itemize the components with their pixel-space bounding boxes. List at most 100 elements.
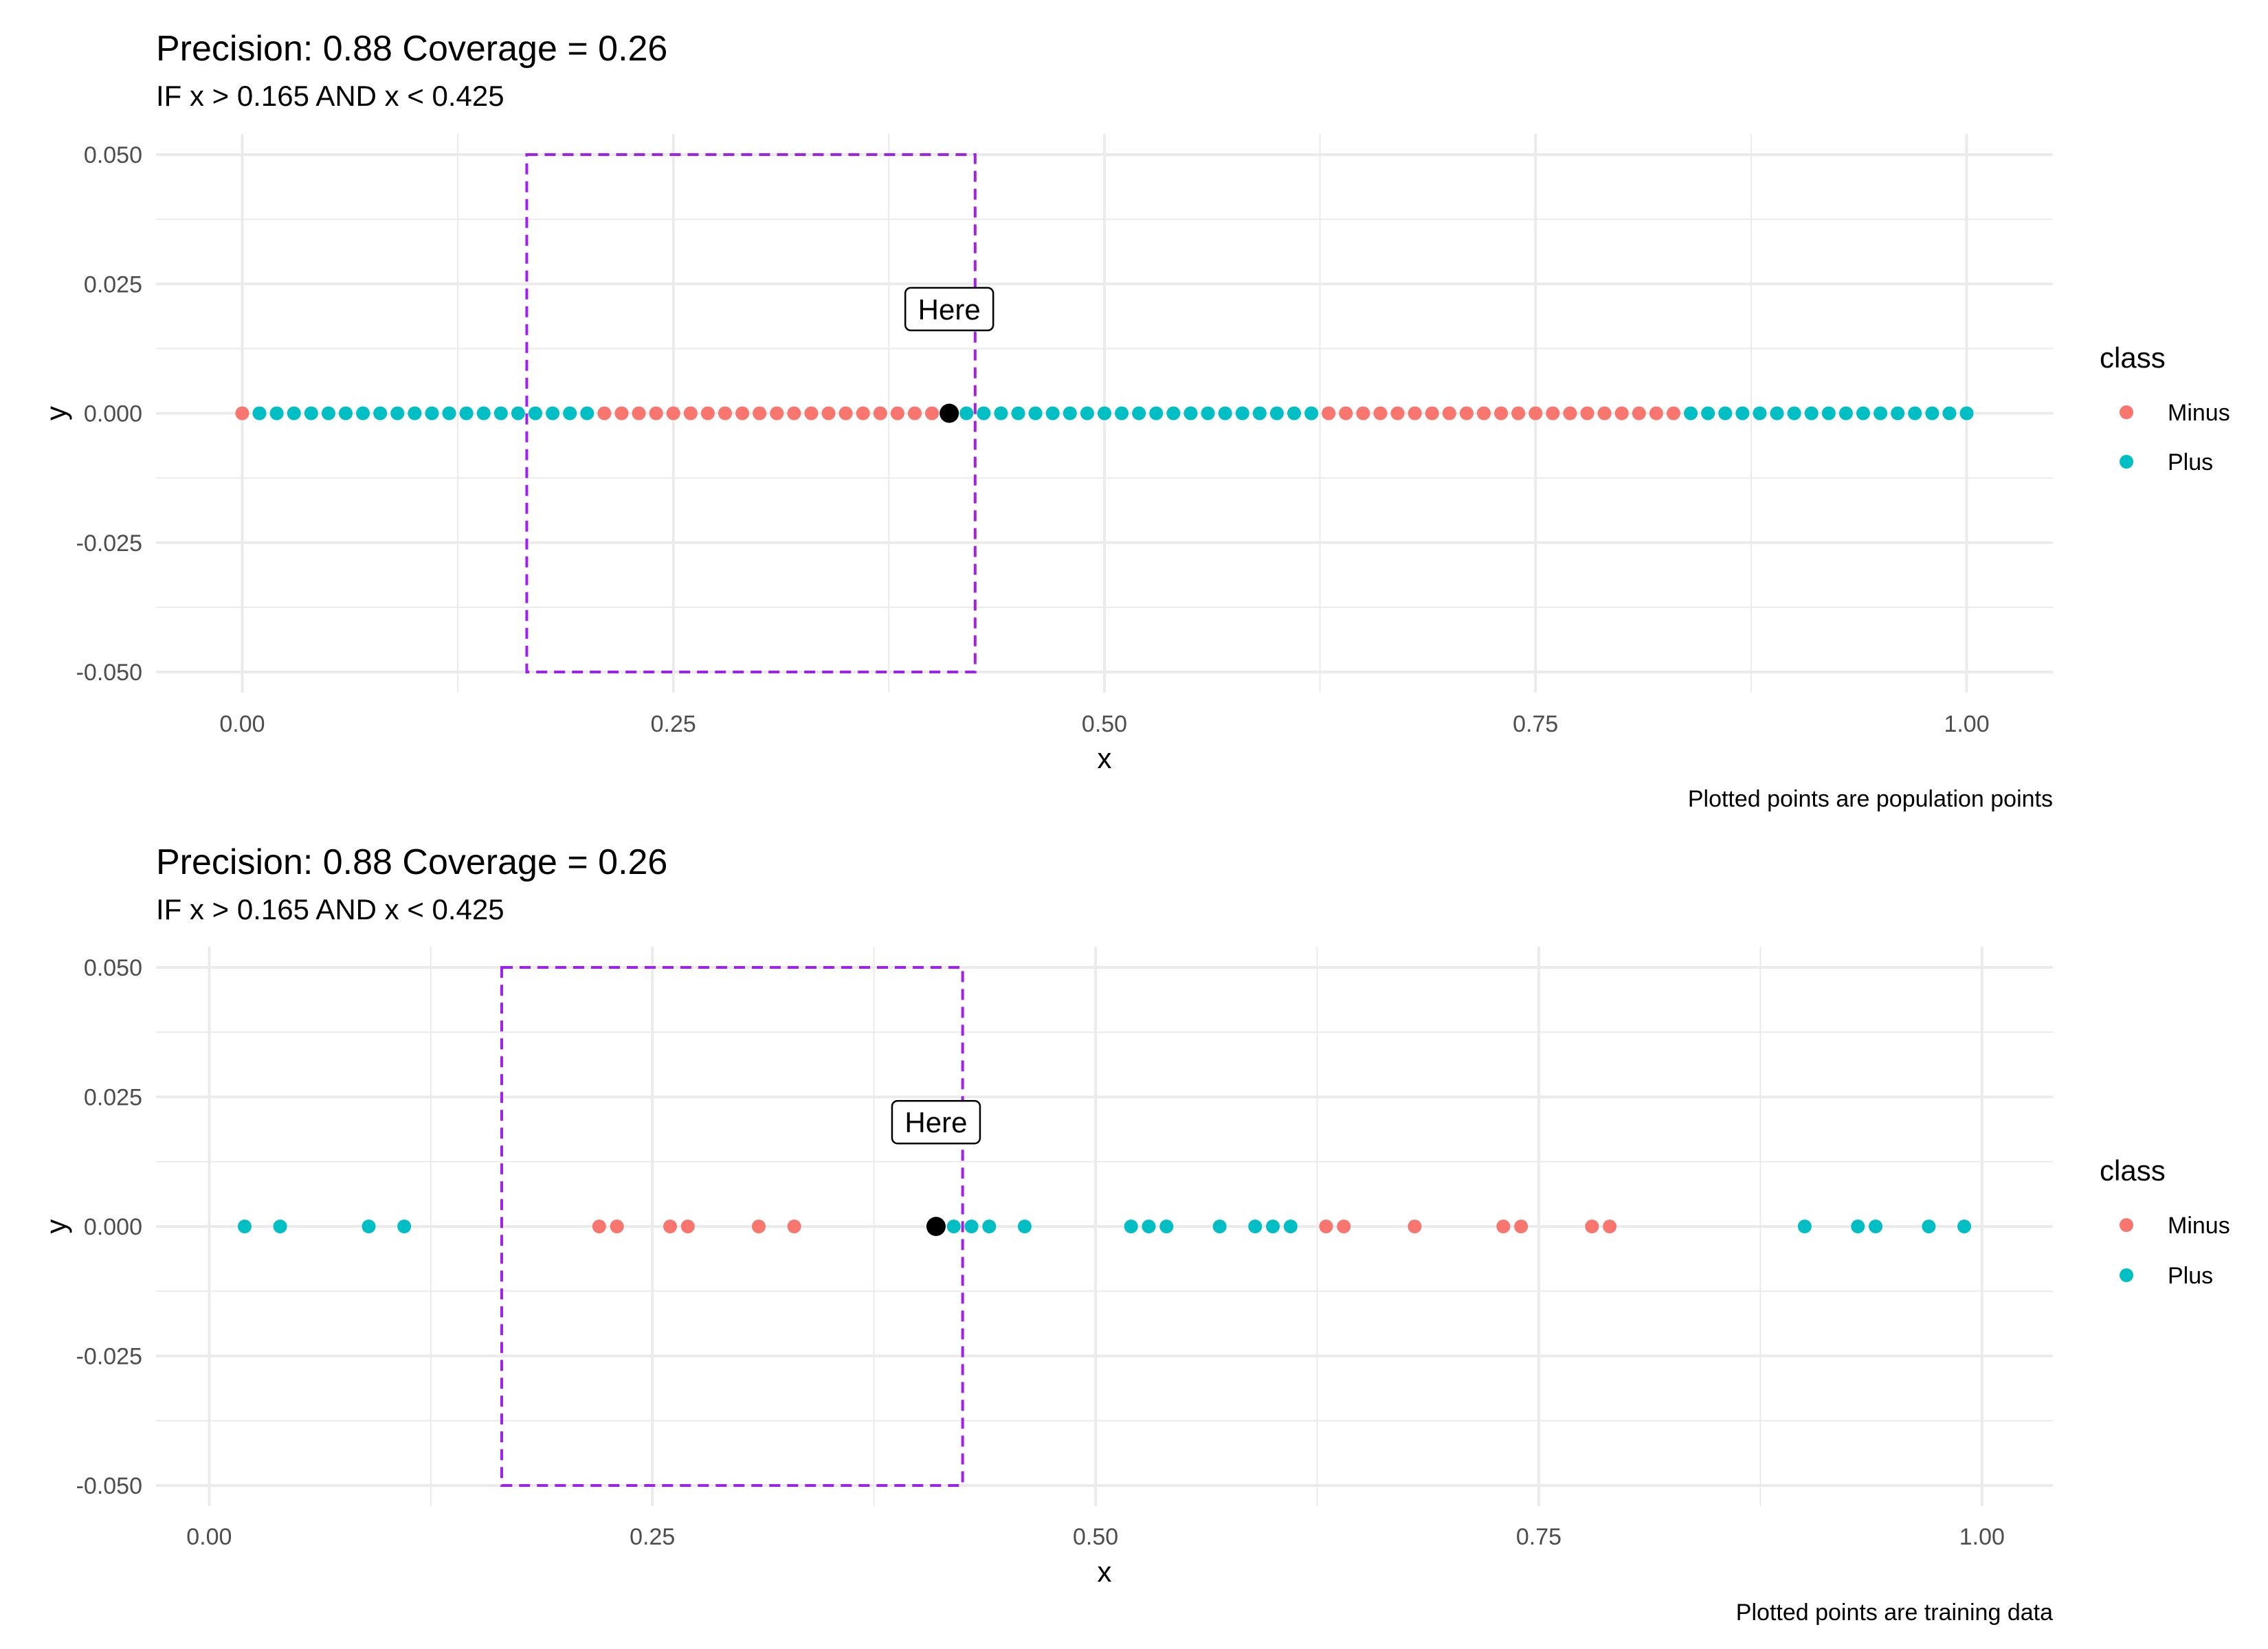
x-axis-title: x bbox=[1098, 1556, 1112, 1588]
data-point-minus bbox=[632, 406, 646, 420]
data-point-plus bbox=[964, 1220, 979, 1233]
x-tick-label: 0.50 bbox=[1073, 1524, 1118, 1550]
data-point-plus bbox=[1183, 406, 1198, 420]
data-point-plus bbox=[237, 1220, 252, 1233]
data-point-plus bbox=[1787, 406, 1801, 420]
data-point-plus bbox=[1098, 406, 1111, 420]
data-point-minus bbox=[752, 1220, 766, 1233]
data-point-plus bbox=[339, 406, 353, 420]
data-point-minus bbox=[1580, 406, 1594, 420]
grid-lines bbox=[156, 947, 2053, 1506]
legend-label-minus: Minus bbox=[2168, 400, 2230, 426]
data-point-plus bbox=[1957, 1220, 1972, 1233]
data-point-plus bbox=[1283, 1220, 1298, 1233]
legend-label-minus: Minus bbox=[2168, 1213, 2230, 1239]
data-point-plus bbox=[1304, 406, 1319, 420]
data-point-plus bbox=[425, 406, 439, 420]
data-point-plus bbox=[1735, 406, 1750, 420]
data-point-minus bbox=[735, 406, 750, 420]
data-point-plus bbox=[977, 406, 991, 420]
data-point-plus bbox=[1908, 406, 1922, 420]
data-point-minus bbox=[663, 1220, 678, 1233]
y-axis-title: y bbox=[40, 1220, 72, 1234]
data-point-plus bbox=[1266, 1220, 1280, 1233]
data-point-minus bbox=[1356, 406, 1370, 420]
chart-panel-2: Precision: 0.88 Coverage = 0.26 IF x > 0.… bbox=[40, 842, 2230, 1626]
series-minus bbox=[235, 406, 1680, 420]
data-point-plus bbox=[982, 1220, 997, 1233]
data-point-minus bbox=[787, 1220, 801, 1233]
series-plus bbox=[237, 1220, 1972, 1233]
data-point-plus bbox=[959, 406, 974, 420]
data-point-plus bbox=[1851, 1220, 1865, 1233]
data-point-minus bbox=[1614, 406, 1629, 420]
data-point-minus bbox=[680, 1220, 695, 1233]
data-point-plus bbox=[321, 406, 335, 420]
chart-subtitle: IF x > 0.165 AND x < 0.425 bbox=[156, 80, 504, 112]
data-point-minus bbox=[1563, 406, 1577, 420]
data-point-minus bbox=[666, 406, 680, 420]
data-point-minus bbox=[614, 406, 629, 420]
data-point-minus bbox=[890, 406, 904, 420]
x-tick-label: 0.25 bbox=[630, 1524, 675, 1550]
data-point-plus bbox=[269, 406, 284, 420]
y-tick-label: -0.050 bbox=[76, 1473, 142, 1499]
data-point-minus bbox=[700, 406, 715, 420]
x-tick-label: 0.00 bbox=[219, 711, 265, 737]
data-point-minus bbox=[1546, 406, 1560, 420]
x-axis-title: x bbox=[1098, 742, 1112, 774]
data-point-minus bbox=[1496, 1220, 1511, 1233]
data-point-minus bbox=[1408, 1220, 1422, 1233]
y-tick-label: 0.025 bbox=[84, 271, 142, 298]
data-point-minus bbox=[1667, 406, 1680, 420]
data-point-plus bbox=[1797, 1220, 1812, 1233]
rule-box bbox=[525, 153, 977, 673]
data-point-plus bbox=[442, 406, 456, 420]
y-tick-label: 0.050 bbox=[84, 955, 142, 981]
x-tick-label: 0.50 bbox=[1082, 711, 1127, 737]
chart-title: Precision: 0.88 Coverage = 0.26 bbox=[156, 29, 667, 69]
series-minus bbox=[592, 1220, 1617, 1233]
annotation-label-box bbox=[891, 1099, 981, 1145]
legend-title: class bbox=[2100, 1154, 2166, 1187]
y-axis-title: y bbox=[40, 406, 72, 420]
data-point-plus bbox=[1028, 406, 1043, 420]
data-point-plus bbox=[563, 406, 577, 420]
data-point-minus bbox=[1649, 406, 1663, 420]
data-point-minus bbox=[770, 406, 784, 420]
data-point-plus bbox=[1011, 406, 1025, 420]
annotation-label: Here bbox=[918, 293, 981, 326]
data-point-plus bbox=[1159, 1220, 1174, 1233]
data-point-plus bbox=[1218, 406, 1232, 420]
data-point-minus bbox=[873, 406, 887, 420]
data-point-plus bbox=[304, 406, 318, 420]
data-point-plus bbox=[493, 406, 508, 420]
data-point-plus bbox=[1063, 406, 1077, 420]
data-point-minus bbox=[804, 406, 819, 420]
data-point-minus bbox=[610, 1220, 624, 1233]
chart-title: Precision: 0.88 Coverage = 0.26 bbox=[156, 842, 667, 882]
y-tick-label: -0.050 bbox=[76, 660, 142, 686]
data-point-minus bbox=[683, 406, 698, 420]
data-point-plus bbox=[1149, 406, 1164, 420]
data-point-minus bbox=[753, 406, 767, 420]
data-point-plus bbox=[1925, 406, 1939, 420]
data-point-plus bbox=[1753, 406, 1767, 420]
annotation-label: Here bbox=[904, 1106, 967, 1138]
data-point-minus bbox=[1337, 1220, 1351, 1233]
data-point-minus bbox=[821, 406, 836, 420]
data-point-plus bbox=[1287, 406, 1301, 420]
data-point-minus bbox=[1597, 406, 1612, 420]
data-point-plus bbox=[1821, 406, 1836, 420]
data-point-minus bbox=[1373, 406, 1388, 420]
x-tick-label: 0.75 bbox=[1513, 711, 1558, 737]
data-point-minus bbox=[925, 406, 940, 420]
data-point-plus bbox=[1115, 406, 1129, 420]
data-point-plus bbox=[1124, 1220, 1138, 1233]
data-point-plus bbox=[1045, 406, 1060, 420]
legend-key-plus bbox=[2120, 455, 2133, 469]
data-point-plus bbox=[459, 406, 474, 420]
